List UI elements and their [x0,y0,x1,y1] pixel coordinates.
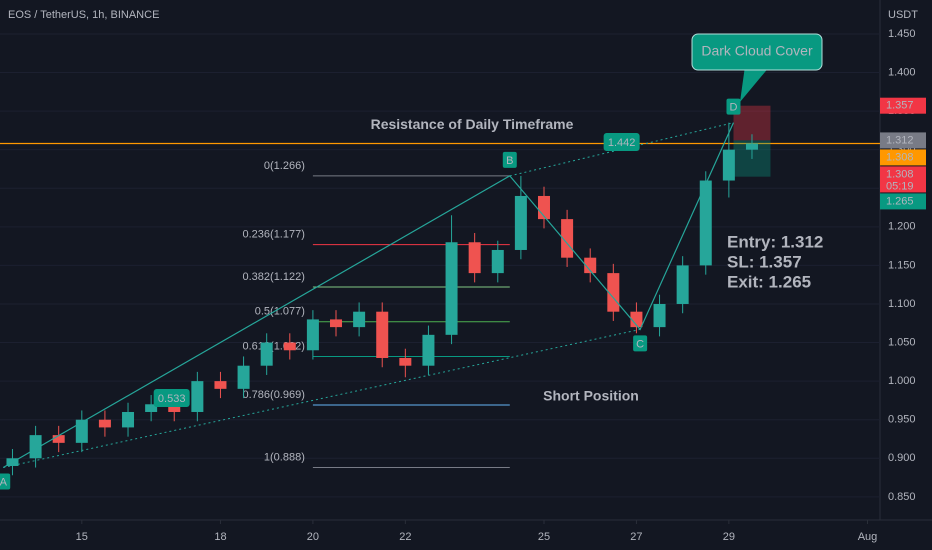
candle-body [29,435,42,459]
candle-body [561,219,574,258]
fib-label: 0.382(1.122) [243,271,305,283]
callout-box [691,33,823,71]
fib-label: 0.786(0.969) [243,389,305,401]
x-tick-label: Aug [858,531,878,543]
pattern-point-label: C [636,338,644,350]
x-tick-label: 15 [76,531,88,543]
ratio-label: 1.442 [608,137,636,149]
fib-label: 0.5(1.077) [255,306,305,318]
x-tick-label: 27 [630,531,642,543]
pattern-point-badge [726,98,741,115]
y-tick-label: 0.950 [888,414,916,426]
x-tick-label: 22 [399,531,411,543]
candle-body [653,303,666,328]
pattern-ac [3,328,641,469]
candle-body [514,195,527,250]
candle-body [376,311,389,358]
candle-body [330,319,343,328]
price-tag [880,132,926,149]
x-tick-label: 29 [723,531,735,543]
price-tag-label: 1.265 [886,195,914,207]
ratio-label: 0.533 [158,393,186,405]
candle-body [468,242,481,274]
x-tick-label: 20 [307,531,319,543]
candle-body [214,381,227,389]
pattern-point-label: B [506,155,513,167]
x-tick-label: 25 [538,531,550,543]
trade-sl: SL: 1.357 [727,252,802,271]
resistance-label: Resistance of Daily Timeframe [371,116,574,132]
candle-body [52,435,65,443]
y-tick-label: 0.850 [888,491,916,503]
header: EOS / TetherUS, 1h, BINANCE [8,9,159,21]
candle-body [168,404,181,412]
pattern-point-badge [0,473,11,490]
trade-entry: Entry: 1.312 [727,232,823,251]
callout-text: Dark Cloud Cover [701,43,813,59]
candle-body [491,249,504,274]
candle-body [722,149,735,181]
candle-body [630,311,643,328]
fib-label: 1(0.888) [264,451,305,463]
y-tick-label: 0.900 [888,452,916,464]
candle-body [145,404,158,412]
price-tag [880,193,926,210]
y-tick-label: 1.100 [888,298,916,310]
candle-body [699,180,712,266]
candle-body [306,319,319,351]
pattern-line [2,122,735,469]
price-tag [880,149,926,166]
candle-body [399,357,412,366]
candle-body [745,143,758,150]
candle-body [422,334,435,366]
candle-body [445,242,458,335]
currency: USDT [888,9,918,21]
candle-body [676,265,689,304]
price-tag [880,97,926,114]
candle-body [98,419,111,428]
candle-body [191,381,204,412]
ratio-badge [153,389,190,407]
fib-label: 0(1.266) [264,160,305,172]
candle-body [353,311,366,328]
price-tag-label: 1.308 [886,168,914,180]
pattern-point-badge [633,335,648,352]
pattern-bd [509,122,734,177]
y-tick-label: 1.050 [888,336,916,348]
y-tick-label: 1.000 [888,375,916,387]
price-tag-label: 1.312 [886,134,914,146]
price-tag-label: 1.308 [886,151,914,163]
short-label: Short Position [543,388,639,404]
trade-exit: Exit: 1.265 [727,272,811,291]
countdown: 05:19 [886,180,914,192]
x-tick-label: 18 [214,531,226,543]
candle-body [283,342,296,351]
price-tag [880,166,926,193]
y-tick-label: 1.200 [888,221,916,233]
pattern-point-badge [502,151,517,168]
callout-pointer [740,66,770,102]
pattern-point-label: A [0,476,8,488]
y-tick-label: 1.400 [888,66,916,78]
y-tick-label: 1.150 [888,259,916,271]
candle-body [122,411,135,428]
candle-body [260,342,273,366]
candle-body [75,419,88,443]
price-tag-label: 1.357 [886,100,914,112]
pattern-point-label: D [730,102,738,114]
y-tick-label: 1.450 [888,28,916,40]
candle-body [584,257,597,274]
fib-label: 0.236(1.177) [243,228,305,240]
ratio-badge [603,133,640,151]
candle-body [237,365,250,389]
